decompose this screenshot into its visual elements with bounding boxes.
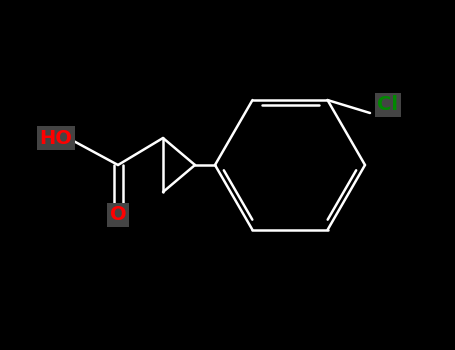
Text: Cl: Cl — [378, 96, 399, 114]
Text: O: O — [110, 205, 126, 224]
Text: HO: HO — [40, 128, 72, 147]
